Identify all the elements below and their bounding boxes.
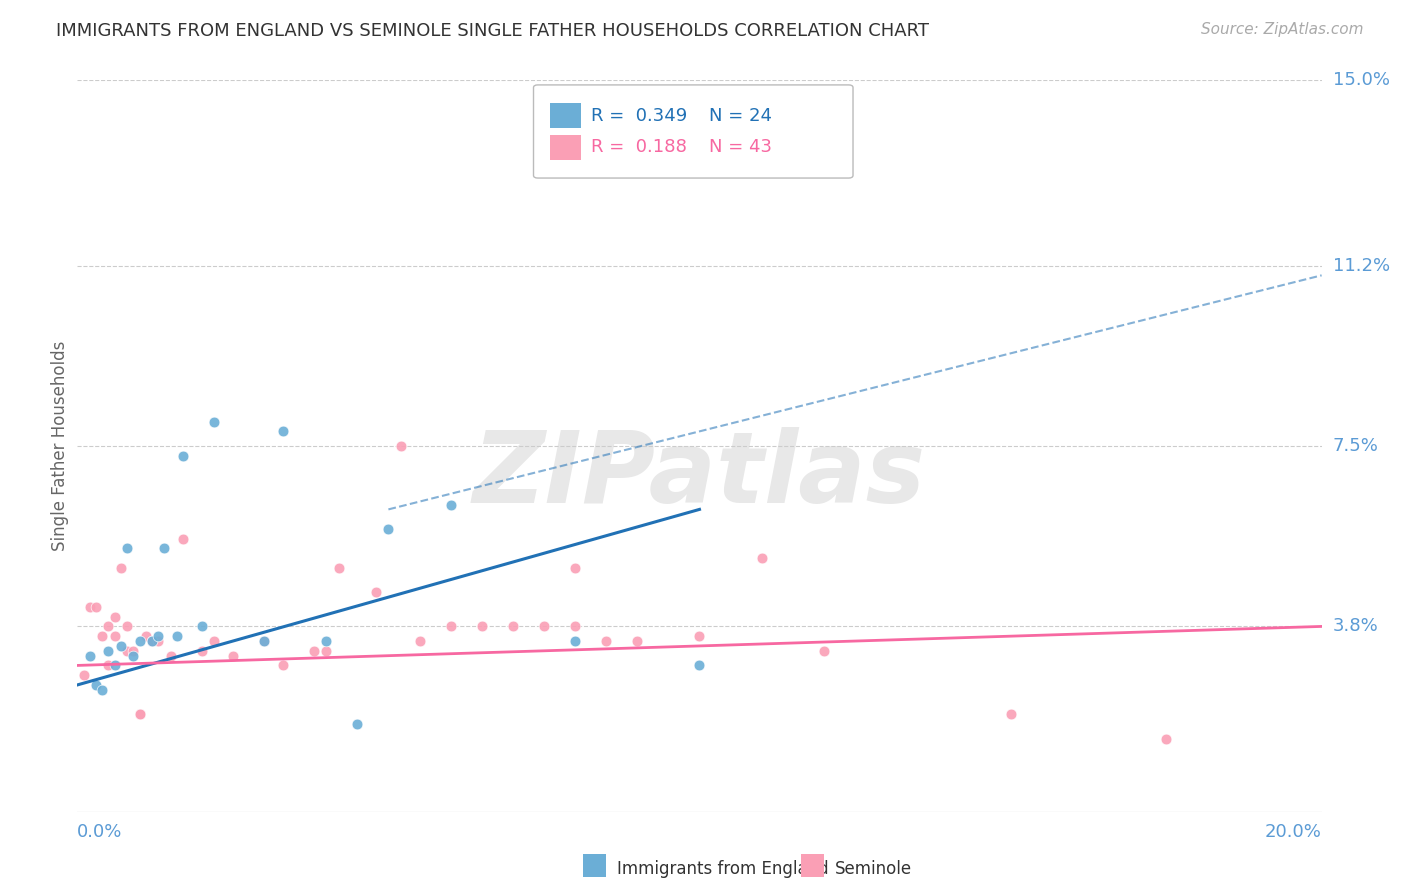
Point <box>564 619 586 633</box>
Point <box>128 707 150 722</box>
Point <box>751 551 773 566</box>
Point <box>122 648 145 663</box>
Point <box>202 415 225 429</box>
Point <box>84 599 107 614</box>
Point <box>440 619 463 633</box>
Point <box>1000 707 1022 722</box>
Point <box>104 658 127 673</box>
Point <box>302 644 325 658</box>
Point <box>1154 731 1177 746</box>
Text: N = 43: N = 43 <box>709 138 772 156</box>
Point <box>148 634 170 648</box>
Point <box>172 532 194 546</box>
Point <box>191 644 214 658</box>
Text: 3.8%: 3.8% <box>1333 617 1378 635</box>
Point <box>115 644 138 658</box>
Point <box>122 644 145 658</box>
Text: Seminole: Seminole <box>835 860 912 878</box>
Point <box>159 648 181 663</box>
Point <box>689 629 711 643</box>
Text: ZIPatlas: ZIPatlas <box>472 426 927 524</box>
Point <box>115 619 138 633</box>
Point <box>389 439 412 453</box>
Text: 15.0%: 15.0% <box>1333 71 1389 89</box>
Point <box>533 619 555 633</box>
Text: IMMIGRANTS FROM ENGLAND VS SEMINOLE SINGLE FATHER HOUSEHOLDS CORRELATION CHART: IMMIGRANTS FROM ENGLAND VS SEMINOLE SING… <box>56 22 929 40</box>
Point <box>191 619 214 633</box>
Text: Immigrants from England: Immigrants from England <box>617 860 830 878</box>
Point <box>141 634 163 648</box>
Point <box>72 668 94 682</box>
Point <box>91 682 114 697</box>
Point <box>440 498 463 512</box>
Point <box>502 619 524 633</box>
Text: 20.0%: 20.0% <box>1265 822 1322 840</box>
Point <box>79 599 101 614</box>
Point <box>253 634 276 648</box>
Point <box>626 634 648 648</box>
Text: R =  0.188: R = 0.188 <box>591 138 686 156</box>
Point <box>166 629 188 643</box>
Point <box>564 634 586 648</box>
Text: 0.0%: 0.0% <box>77 822 122 840</box>
Text: 7.5%: 7.5% <box>1333 437 1379 455</box>
Text: N = 24: N = 24 <box>709 107 772 125</box>
Point <box>79 648 101 663</box>
Point <box>110 561 132 575</box>
Point <box>377 522 399 536</box>
Point <box>564 561 586 575</box>
Point <box>408 634 430 648</box>
Point <box>328 561 350 575</box>
Point <box>153 541 176 556</box>
Point <box>202 634 225 648</box>
Point <box>110 639 132 653</box>
Point <box>346 717 368 731</box>
Point <box>813 644 835 658</box>
Point <box>222 648 245 663</box>
Point <box>253 634 276 648</box>
Point <box>104 609 127 624</box>
Point <box>595 634 617 648</box>
Point <box>97 644 120 658</box>
Text: R =  0.349: R = 0.349 <box>591 107 688 125</box>
Point <box>141 634 163 648</box>
Point <box>271 425 294 439</box>
Point <box>97 619 120 633</box>
Point <box>115 541 138 556</box>
Point <box>172 449 194 463</box>
Text: Source: ZipAtlas.com: Source: ZipAtlas.com <box>1201 22 1364 37</box>
Point <box>97 658 120 673</box>
Point <box>315 644 337 658</box>
Text: 11.2%: 11.2% <box>1333 257 1391 275</box>
Point <box>271 658 294 673</box>
Point <box>128 707 150 722</box>
Point <box>128 634 150 648</box>
Point <box>315 634 337 648</box>
Point <box>148 629 170 643</box>
Point <box>364 585 387 599</box>
Point <box>104 629 127 643</box>
Y-axis label: Single Father Households: Single Father Households <box>51 341 69 551</box>
Point <box>84 678 107 692</box>
Point <box>135 629 157 643</box>
Point <box>91 629 114 643</box>
Point <box>689 658 711 673</box>
Point <box>471 619 494 633</box>
